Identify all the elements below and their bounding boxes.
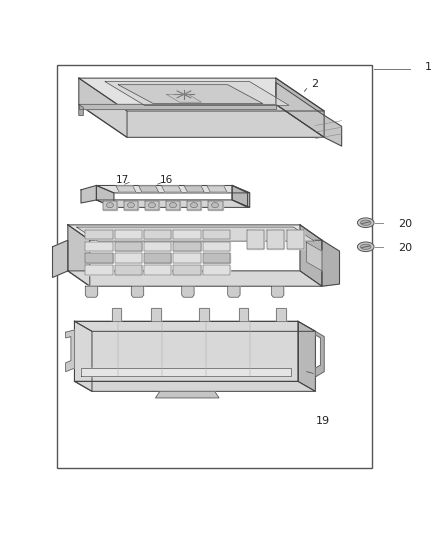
Polygon shape [315,332,324,377]
Polygon shape [103,201,117,209]
Polygon shape [112,308,121,321]
Polygon shape [96,185,114,207]
Polygon shape [322,240,339,286]
Polygon shape [155,391,219,398]
Polygon shape [105,82,289,106]
Polygon shape [79,78,324,111]
Text: 1: 1 [425,62,432,72]
Ellipse shape [212,203,219,208]
Polygon shape [267,230,284,249]
Polygon shape [85,230,113,239]
Polygon shape [81,368,291,376]
Ellipse shape [360,244,371,249]
Polygon shape [79,78,127,138]
Polygon shape [85,241,113,251]
Polygon shape [79,104,324,138]
Polygon shape [145,201,159,209]
Polygon shape [228,286,240,297]
Polygon shape [247,230,264,249]
Text: 16: 16 [160,175,173,185]
Polygon shape [307,243,322,271]
Ellipse shape [148,203,155,208]
Polygon shape [144,241,171,251]
Ellipse shape [191,203,198,208]
Ellipse shape [106,203,113,208]
Polygon shape [81,185,96,203]
Polygon shape [207,186,227,192]
Polygon shape [203,253,230,263]
Polygon shape [74,381,315,391]
Polygon shape [74,321,298,381]
Polygon shape [77,227,314,241]
Ellipse shape [127,203,134,208]
Polygon shape [151,308,161,321]
Polygon shape [115,265,142,275]
Polygon shape [66,330,74,372]
Text: 19: 19 [315,416,329,426]
Polygon shape [144,265,171,275]
Polygon shape [79,104,83,115]
Polygon shape [173,265,201,275]
Polygon shape [276,83,342,146]
Polygon shape [74,321,92,391]
Polygon shape [53,240,68,278]
Ellipse shape [357,218,374,228]
Polygon shape [85,265,113,275]
Polygon shape [74,321,315,332]
Ellipse shape [360,220,371,225]
Bar [57,65,372,468]
Polygon shape [115,253,142,263]
Polygon shape [79,104,276,109]
Ellipse shape [357,242,374,252]
Polygon shape [144,253,171,263]
Text: 17: 17 [116,175,129,185]
Polygon shape [139,186,159,192]
Polygon shape [68,225,90,286]
Polygon shape [85,253,113,263]
Polygon shape [298,321,315,391]
Polygon shape [115,230,142,239]
Polygon shape [182,286,194,297]
Polygon shape [203,230,230,239]
Polygon shape [115,241,142,251]
Ellipse shape [170,203,177,208]
Polygon shape [232,185,247,207]
Polygon shape [68,225,322,240]
Polygon shape [116,186,136,192]
Polygon shape [208,201,223,209]
Polygon shape [96,200,250,207]
Polygon shape [203,265,230,275]
Polygon shape [173,230,201,239]
Polygon shape [85,286,98,297]
Text: 20: 20 [399,243,413,253]
Polygon shape [276,308,286,321]
Polygon shape [203,241,230,251]
Polygon shape [118,85,263,103]
Polygon shape [131,286,144,297]
Polygon shape [187,201,201,209]
Polygon shape [96,185,250,193]
Polygon shape [276,78,324,138]
Polygon shape [184,186,204,192]
Polygon shape [199,308,209,321]
Polygon shape [287,230,304,249]
Text: 20: 20 [399,219,413,229]
Polygon shape [300,225,322,286]
Polygon shape [272,286,284,297]
Polygon shape [173,241,201,251]
Polygon shape [173,253,201,263]
Polygon shape [68,271,322,286]
Polygon shape [124,201,138,209]
Polygon shape [166,201,180,209]
Polygon shape [162,186,181,192]
Polygon shape [232,185,250,207]
Polygon shape [144,230,171,239]
Text: 2: 2 [311,79,318,89]
Polygon shape [239,308,248,321]
